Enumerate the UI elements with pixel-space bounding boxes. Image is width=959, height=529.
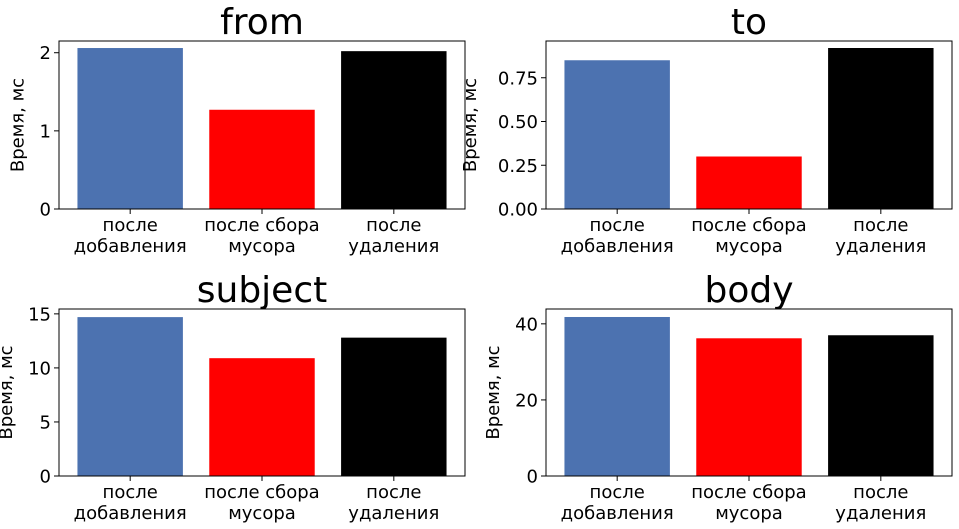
y-tick-label-to-2: 0.50: [498, 112, 538, 133]
category-label-from-1: после сбора мусора: [204, 215, 319, 257]
bar-body-2: [828, 335, 934, 476]
category-label-line: после: [590, 482, 645, 503]
category-label-body-0: после добавления: [561, 482, 674, 524]
category-label-to-1: после сбора мусора: [691, 215, 806, 257]
category-label-line: после: [103, 215, 158, 236]
bar-subject-1: [209, 358, 315, 476]
category-label-line: после: [366, 215, 421, 236]
y-axis-label-from: Время, мс: [8, 78, 29, 172]
y-tick-label-subject-2: 10: [28, 358, 51, 379]
category-label-line: удаления: [835, 503, 926, 524]
category-label-line: мусора: [228, 503, 296, 524]
bar-body-1: [696, 338, 802, 476]
y-tick-label-from-0: 0: [40, 200, 51, 221]
bar-subject-0: [77, 317, 183, 476]
y-tick-label-body-2: 40: [515, 314, 538, 335]
category-label-line: после: [103, 482, 158, 503]
y-axis-label-subject: Время, мс: [0, 345, 17, 439]
category-label-line: удаления: [348, 503, 439, 524]
category-label-line: добавления: [561, 236, 674, 257]
axes-frame-body: [545, 308, 953, 477]
y-tick-label-to-3: 0.75: [498, 68, 538, 89]
bar-body-0: [564, 316, 670, 476]
bar-to-1: [696, 156, 802, 209]
category-label-line: мусора: [715, 236, 783, 257]
y-axis-label-to: Время, мс: [460, 78, 481, 172]
y-tick-label-body-0: 0: [527, 467, 538, 488]
category-label-line: после: [853, 482, 908, 503]
category-label-line: после: [590, 215, 645, 236]
category-label-line: после: [853, 215, 908, 236]
category-label-subject-2: после удаления: [348, 482, 439, 524]
category-label-from-2: после удаления: [348, 215, 439, 257]
y-axis-label-body: Время, мс: [483, 345, 504, 439]
axes-frame-subject: [58, 308, 466, 477]
category-label-body-1: после сбора мусора: [691, 482, 806, 524]
y-tick-label-subject-1: 5: [40, 412, 51, 433]
category-label-line: после сбора: [691, 482, 806, 503]
category-label-line: добавления: [74, 503, 187, 524]
category-label-line: удаления: [835, 236, 926, 257]
y-tick-label-from-2: 2: [40, 43, 51, 64]
category-label-line: после сбора: [204, 215, 319, 236]
category-label-line: после сбора: [691, 215, 806, 236]
category-label-line: удаления: [348, 236, 439, 257]
chart-title-from: from: [220, 2, 304, 43]
category-label-line: после сбора: [204, 482, 319, 503]
category-label-to-0: после добавления: [561, 215, 674, 257]
category-label-line: мусора: [228, 236, 296, 257]
y-tick-label-subject-3: 15: [28, 304, 51, 325]
y-tick-label-to-1: 0.25: [498, 156, 538, 177]
category-label-subject-1: после сбора мусора: [204, 482, 319, 524]
category-label-from-0: после добавления: [74, 215, 187, 257]
bar-subject-2: [341, 337, 447, 476]
bar-from-1: [209, 109, 315, 209]
axes-frame-to: [545, 40, 953, 210]
category-label-line: добавления: [561, 503, 674, 524]
category-label-line: после: [366, 482, 421, 503]
chart-title-to: to: [731, 2, 767, 43]
axes-frame-from: [58, 40, 466, 210]
chart-title-subject: subject: [197, 270, 327, 311]
y-tick-label-from-1: 1: [40, 121, 51, 142]
category-label-line: добавления: [74, 236, 187, 257]
category-label-subject-0: после добавления: [74, 482, 187, 524]
y-tick-label-body-1: 20: [515, 390, 538, 411]
bar-to-2: [828, 48, 934, 209]
bar-from-0: [77, 48, 183, 209]
category-label-body-2: после удаления: [835, 482, 926, 524]
bar-from-2: [341, 51, 447, 209]
bar-to-0: [564, 60, 670, 209]
y-tick-label-subject-0: 0: [40, 467, 51, 488]
y-tick-label-to-0: 0.00: [498, 200, 538, 221]
category-label-to-2: после удаления: [835, 215, 926, 257]
category-label-line: мусора: [715, 503, 783, 524]
chart-title-body: body: [704, 270, 793, 311]
